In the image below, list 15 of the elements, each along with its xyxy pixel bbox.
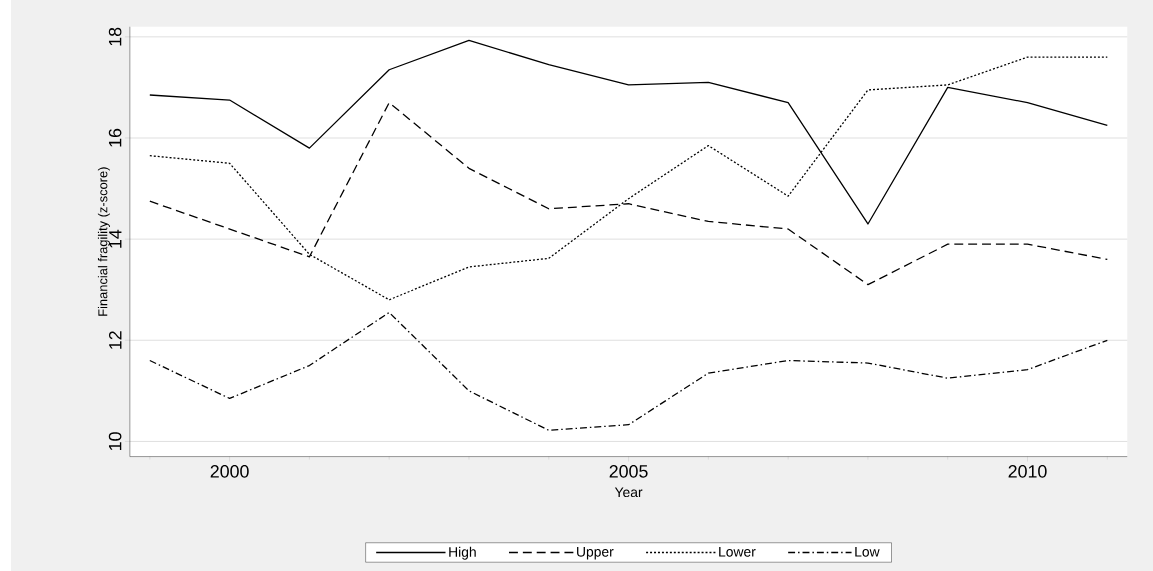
x-tick-label: 2000 bbox=[210, 464, 249, 478]
y-tick-label: 12 bbox=[108, 331, 122, 349]
legend-label: Lower bbox=[719, 546, 756, 557]
legend-label: Low bbox=[855, 546, 880, 557]
y-tick-label: 16 bbox=[108, 128, 122, 147]
y-tick-label: 10 bbox=[108, 431, 122, 450]
y-axis-title: Financial fragility (z-score) bbox=[97, 167, 110, 316]
line-series bbox=[149, 311, 1108, 431]
legend-label: Upper bbox=[577, 546, 614, 560]
legend-label: High bbox=[449, 546, 476, 560]
x-tick-label: 2010 bbox=[1008, 464, 1047, 478]
y-tick-label: 14 bbox=[109, 229, 122, 248]
x-tick-label: 2005 bbox=[609, 464, 648, 478]
x-axis-title: Year bbox=[614, 487, 643, 497]
y-tick-label: 18 bbox=[108, 27, 122, 46]
